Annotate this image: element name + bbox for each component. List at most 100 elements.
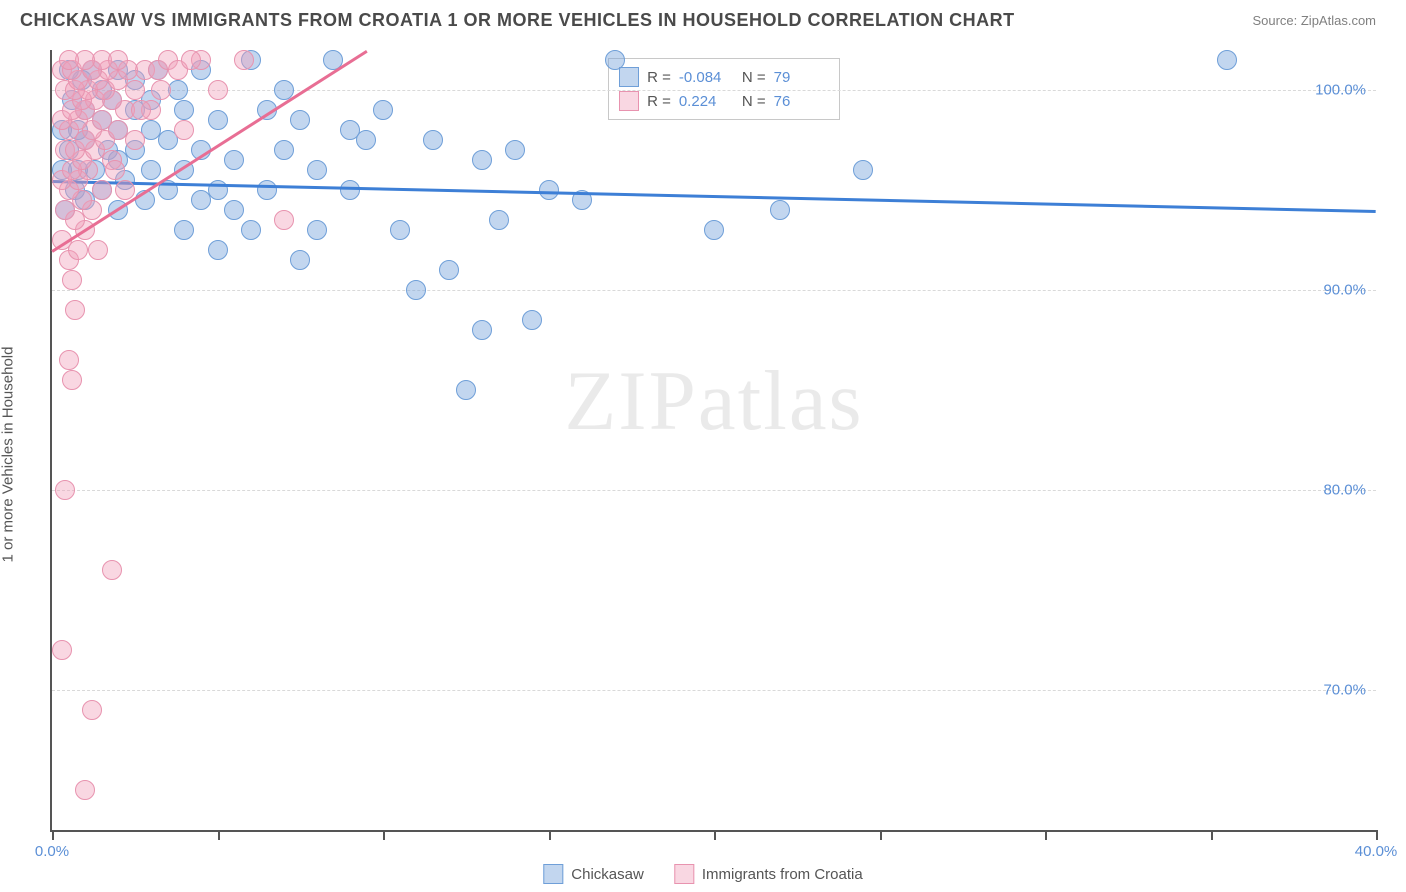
scatter-chart: ZIPatlas R = -0.084 N = 79 R = 0.224 N =… (50, 50, 1376, 832)
data-point (489, 210, 509, 230)
data-point (539, 180, 559, 200)
xtick-label: 0.0% (35, 843, 69, 860)
data-point (356, 130, 376, 150)
data-point (234, 50, 254, 70)
data-point (274, 210, 294, 230)
gridline (52, 290, 1376, 291)
data-point (605, 50, 625, 70)
data-point (108, 50, 128, 70)
data-point (472, 150, 492, 170)
stats-row-pink: R = 0.224 N = 76 (619, 89, 829, 113)
data-point (125, 80, 145, 100)
data-point (59, 350, 79, 370)
watermark: ZIPatlas (564, 352, 863, 450)
ytick-label: 70.0% (1323, 682, 1366, 699)
data-point (52, 640, 72, 660)
data-point (505, 140, 525, 160)
data-point (423, 130, 443, 150)
r-value-pink: 0.224 (679, 93, 734, 110)
gridline (52, 90, 1376, 91)
data-point (456, 380, 476, 400)
xtick (880, 830, 882, 840)
data-point (65, 300, 85, 320)
data-point (853, 160, 873, 180)
ytick-label: 80.0% (1323, 482, 1366, 499)
data-point (704, 220, 724, 240)
data-point (472, 320, 492, 340)
data-point (274, 140, 294, 160)
data-point (191, 190, 211, 210)
r-value-blue: -0.084 (679, 69, 734, 86)
data-point (174, 220, 194, 240)
legend-label-blue: Chickasaw (571, 866, 644, 883)
data-point (151, 80, 171, 100)
xtick (549, 830, 551, 840)
data-point (92, 180, 112, 200)
xtick (1376, 830, 1378, 840)
data-point (224, 150, 244, 170)
legend-swatch-blue (543, 864, 563, 884)
data-point (208, 110, 228, 130)
data-point (82, 700, 102, 720)
gridline (52, 690, 1376, 691)
data-point (340, 180, 360, 200)
gridline (52, 490, 1376, 491)
trendline (52, 180, 1376, 212)
data-point (406, 280, 426, 300)
data-point (59, 50, 79, 70)
xtick (1211, 830, 1213, 840)
data-point (307, 160, 327, 180)
xtick (383, 830, 385, 840)
ytick-label: 90.0% (1323, 282, 1366, 299)
data-point (290, 110, 310, 130)
n-value-pink: 76 (774, 93, 829, 110)
bottom-legend: Chickasaw Immigrants from Croatia (543, 864, 862, 884)
data-point (1217, 50, 1237, 70)
data-point (373, 100, 393, 120)
legend-item-blue: Chickasaw (543, 864, 644, 884)
data-point (208, 80, 228, 100)
n-value-blue: 79 (774, 69, 829, 86)
data-point (390, 220, 410, 240)
data-point (224, 200, 244, 220)
data-point (307, 220, 327, 240)
data-point (257, 180, 277, 200)
legend-item-pink: Immigrants from Croatia (674, 864, 863, 884)
data-point (62, 370, 82, 390)
data-point (208, 240, 228, 260)
source-label: Source: ZipAtlas.com (1252, 13, 1376, 28)
xtick (218, 830, 220, 840)
data-point (115, 180, 135, 200)
data-point (439, 260, 459, 280)
legend-label-pink: Immigrants from Croatia (702, 866, 863, 883)
data-point (131, 100, 151, 120)
data-point (68, 240, 88, 260)
data-point (62, 270, 82, 290)
data-point (174, 120, 194, 140)
xtick (714, 830, 716, 840)
swatch-pink (619, 91, 639, 111)
data-point (141, 160, 161, 180)
data-point (92, 110, 112, 130)
data-point (102, 560, 122, 580)
data-point (340, 120, 360, 140)
data-point (55, 480, 75, 500)
data-point (88, 240, 108, 260)
data-point (105, 160, 125, 180)
data-point (522, 310, 542, 330)
stats-legend: R = -0.084 N = 79 R = 0.224 N = 76 (608, 58, 840, 120)
legend-swatch-pink (674, 864, 694, 884)
chart-title: CHICKASAW VS IMMIGRANTS FROM CROATIA 1 O… (20, 10, 1015, 31)
data-point (241, 220, 261, 240)
xtick-label: 40.0% (1355, 843, 1398, 860)
y-axis-label: 1 or more Vehicles in Household (0, 347, 17, 563)
xtick (1045, 830, 1047, 840)
data-point (75, 780, 95, 800)
data-point (174, 100, 194, 120)
stats-row-blue: R = -0.084 N = 79 (619, 65, 829, 89)
swatch-blue (619, 67, 639, 87)
ytick-label: 100.0% (1315, 82, 1366, 99)
data-point (181, 50, 201, 70)
data-point (770, 200, 790, 220)
data-point (125, 130, 145, 150)
